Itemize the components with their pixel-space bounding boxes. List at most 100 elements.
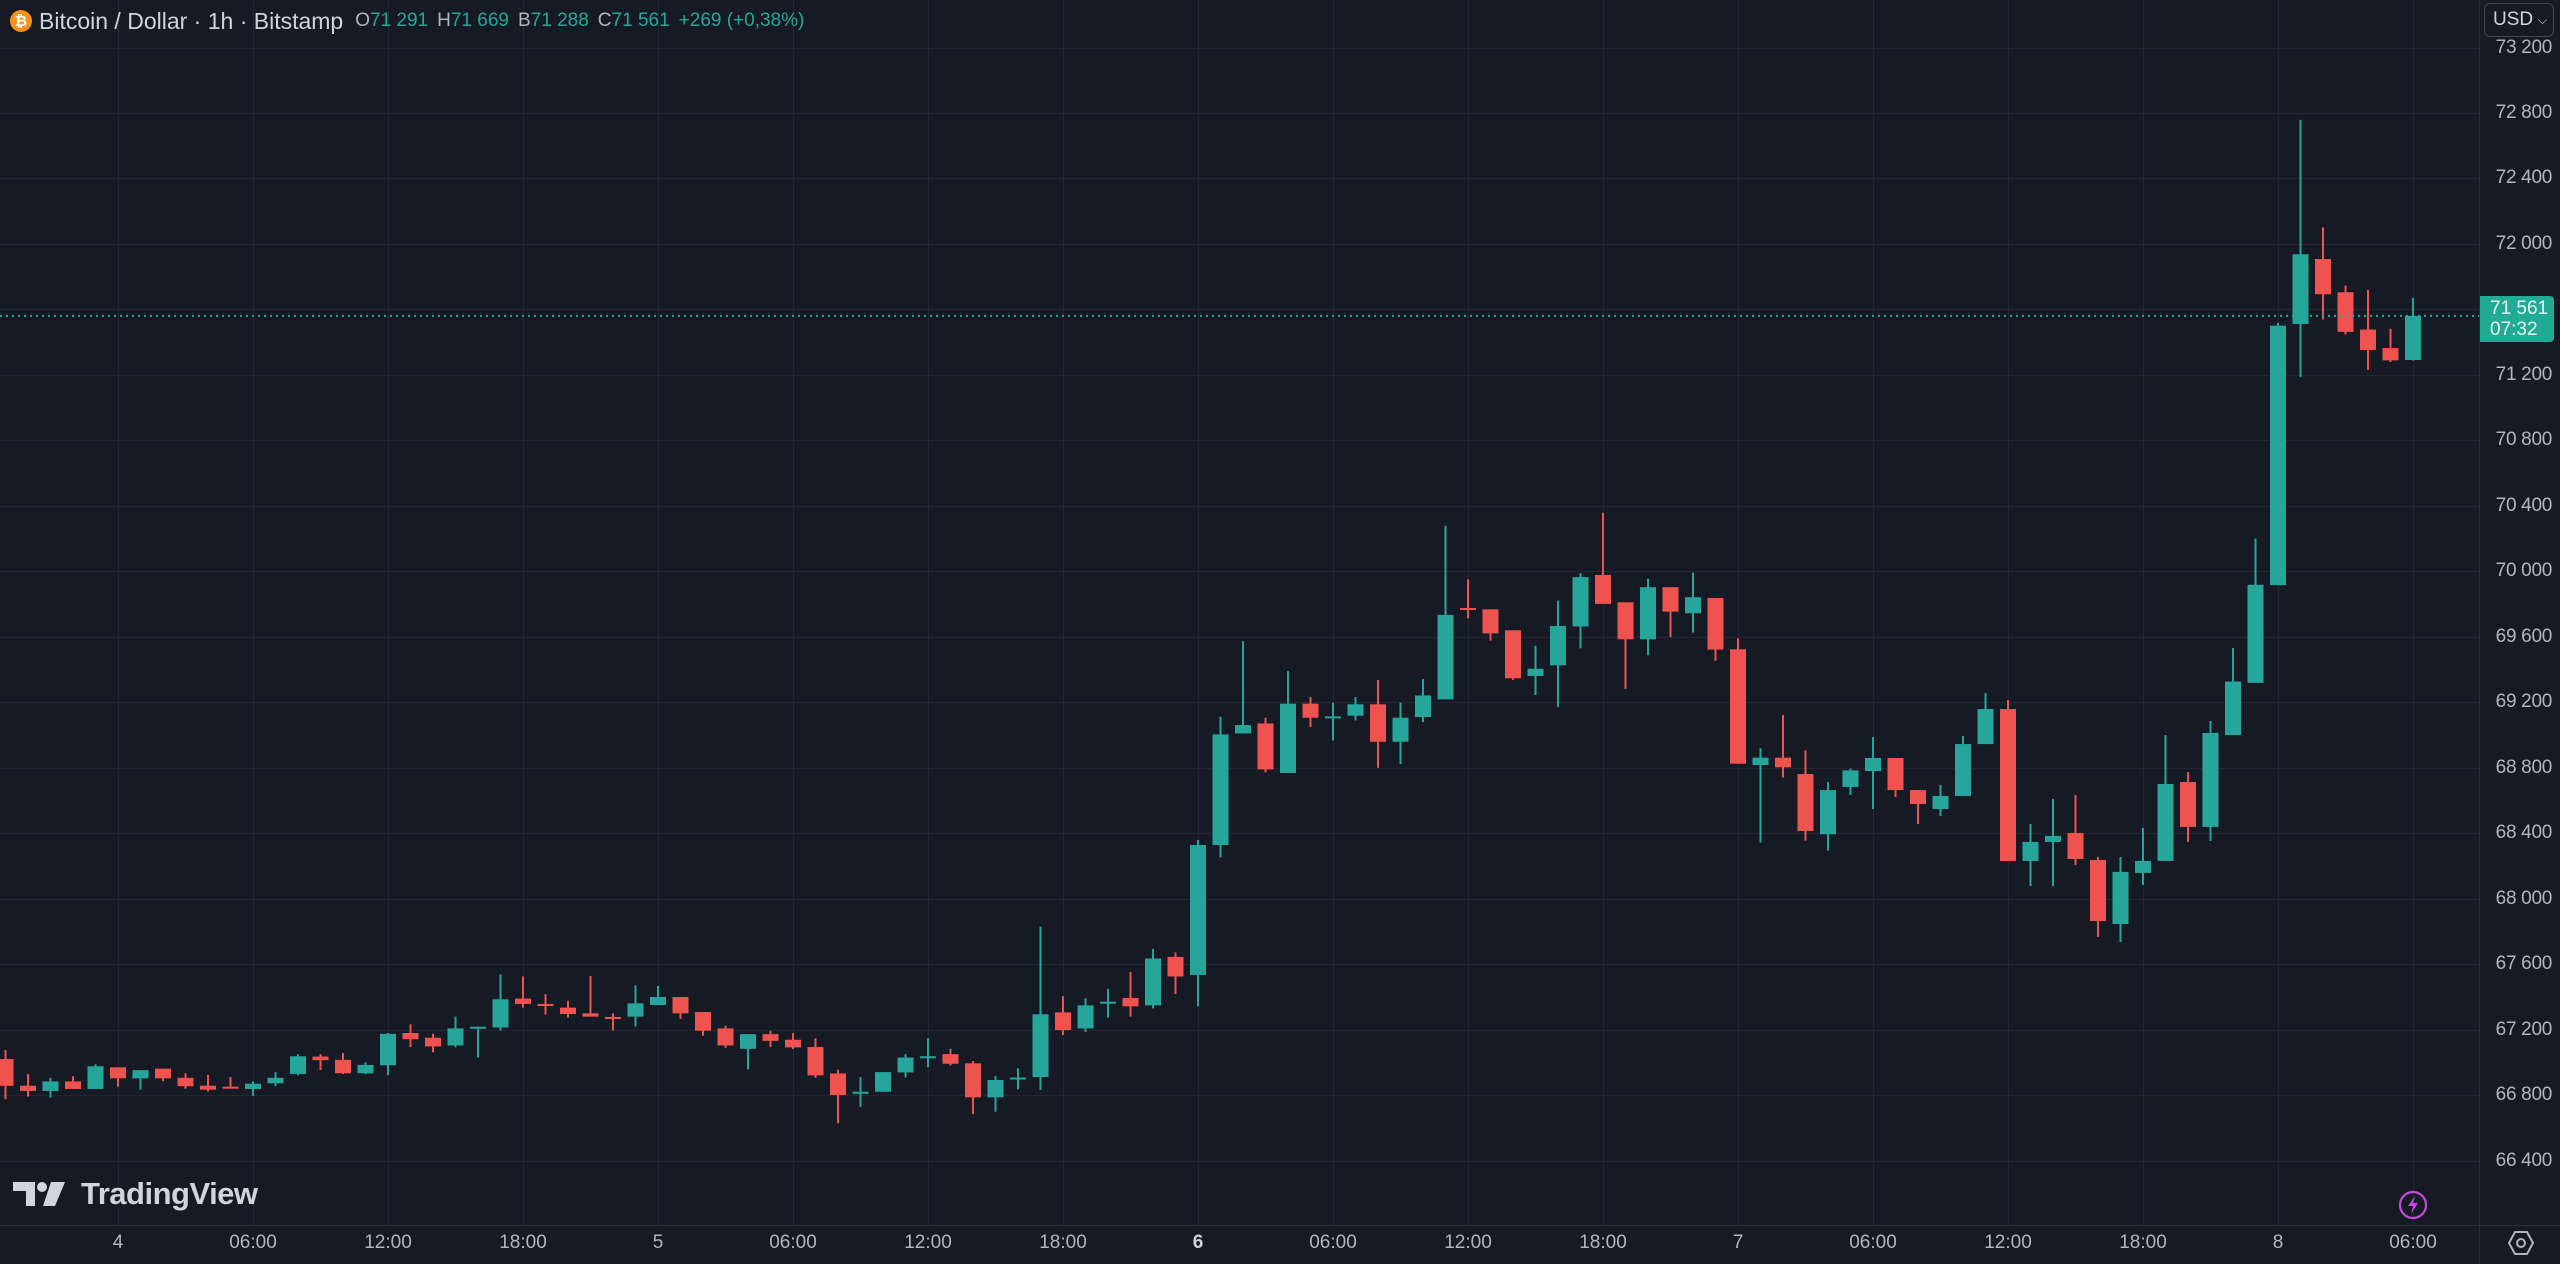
bar-countdown: 07:32 xyxy=(2490,318,2538,340)
price-tick-label: 73 200 xyxy=(2495,36,2553,58)
candle xyxy=(785,1032,801,1050)
candle xyxy=(1842,768,1859,795)
time-tick-label: 12:00 xyxy=(904,1232,952,1253)
candle xyxy=(1887,757,1904,797)
ohlc-open: O71 291 xyxy=(355,10,429,31)
time-tick-label: 18:00 xyxy=(1039,1232,1087,1253)
candle xyxy=(425,1033,441,1053)
price-tick-label: 72 000 xyxy=(2495,232,2553,254)
candle xyxy=(650,986,666,1006)
price-tick-label: 70 400 xyxy=(2495,494,2553,516)
time-tick-label: 06:00 xyxy=(769,1232,817,1253)
candle xyxy=(2202,720,2219,841)
candle xyxy=(605,1013,621,1031)
candle xyxy=(1415,679,1431,723)
candle xyxy=(2382,328,2399,362)
candle xyxy=(695,1012,711,1036)
candle xyxy=(155,1068,171,1082)
candle xyxy=(1865,737,1881,810)
candle xyxy=(965,1060,981,1115)
time-tick-label: 06:00 xyxy=(229,1232,277,1253)
symbol-title[interactable]: Bitcoin / Dollar · 1h · Bitstamp xyxy=(39,7,344,34)
candle xyxy=(0,1050,14,1100)
candle xyxy=(492,974,509,1031)
candle xyxy=(65,1076,81,1089)
candle xyxy=(402,1024,419,1048)
time-tick-label: 18:00 xyxy=(2119,1232,2167,1253)
candle xyxy=(357,1062,374,1075)
candle xyxy=(290,1054,306,1076)
price-tick-label: 67 600 xyxy=(2495,953,2553,975)
candle xyxy=(1257,717,1274,773)
candle xyxy=(920,1038,936,1068)
price-tick-label: 68 000 xyxy=(2495,887,2553,909)
candle xyxy=(830,1069,846,1124)
candle xyxy=(1640,578,1656,656)
settings-hexagon-icon[interactable] xyxy=(2506,1228,2536,1258)
candle xyxy=(110,1067,126,1087)
last-price-value: 71 561 xyxy=(2490,297,2549,319)
candle xyxy=(2405,298,2421,361)
candle xyxy=(560,1000,576,1018)
price-tick-label: 67 200 xyxy=(2495,1018,2553,1040)
candle xyxy=(1662,587,1679,638)
candle xyxy=(1212,716,1229,858)
candle xyxy=(2337,285,2354,335)
candle xyxy=(1775,714,1791,778)
time-tick-label: 12:00 xyxy=(1984,1232,2032,1253)
currency-dropdown[interactable]: USD ⌵ xyxy=(2484,3,2554,37)
candle xyxy=(2112,857,2129,942)
candle xyxy=(1325,702,1341,741)
bitcoin-icon[interactable]: ₿ xyxy=(10,10,32,32)
candle xyxy=(1190,839,1206,1007)
candle xyxy=(1167,952,1184,995)
candle xyxy=(335,1052,351,1075)
tradingview-logo[interactable]: TradingView xyxy=(13,1176,258,1212)
price-tick-label: 69 200 xyxy=(2495,691,2553,713)
time-tick-label: 06:00 xyxy=(1849,1232,1897,1253)
candle xyxy=(447,1016,464,1048)
candle xyxy=(177,1073,194,1089)
ohlc-high: H71 669 xyxy=(437,10,509,31)
candle xyxy=(717,1025,734,1049)
candle xyxy=(470,1026,486,1058)
candle xyxy=(2180,772,2196,842)
candle xyxy=(987,1076,1004,1112)
candle xyxy=(1977,692,1994,745)
time-tick-label: 6 xyxy=(1192,1232,1204,1253)
candle xyxy=(852,1077,869,1107)
candle xyxy=(672,996,689,1019)
ohlc-bid: B71 288 xyxy=(517,10,589,31)
lightning-icon[interactable] xyxy=(2398,1190,2428,1220)
price-tick-label: 72 400 xyxy=(2495,167,2553,189)
candle xyxy=(1100,988,1116,1018)
time-tick-label: 5 xyxy=(652,1232,664,1253)
candle xyxy=(1910,790,1926,824)
candle xyxy=(1460,579,1476,619)
candle xyxy=(1302,697,1319,728)
tradingview-logo-icon xyxy=(13,1182,65,1206)
candle xyxy=(1820,782,1836,851)
price-tick-label: 68 400 xyxy=(2495,822,2553,844)
candle xyxy=(2000,700,2016,861)
candle xyxy=(1077,998,1094,1033)
time-tick-label: 4 xyxy=(112,1232,124,1253)
candle xyxy=(537,994,554,1015)
time-tick-label: 06:00 xyxy=(1309,1232,1357,1253)
candle xyxy=(2067,794,2084,866)
candle xyxy=(2135,827,2151,886)
candle xyxy=(87,1064,104,1089)
candle xyxy=(762,1030,779,1048)
candle xyxy=(2315,227,2331,320)
candle xyxy=(1010,1068,1026,1090)
candle xyxy=(1482,609,1499,641)
candle xyxy=(807,1038,824,1078)
candle xyxy=(1730,638,1746,764)
candle xyxy=(2022,823,2039,886)
candle xyxy=(897,1054,914,1078)
time-tick-label: 7 xyxy=(1732,1232,1744,1253)
candle xyxy=(1235,641,1251,734)
candle xyxy=(1707,598,1724,661)
candle xyxy=(1505,630,1521,680)
